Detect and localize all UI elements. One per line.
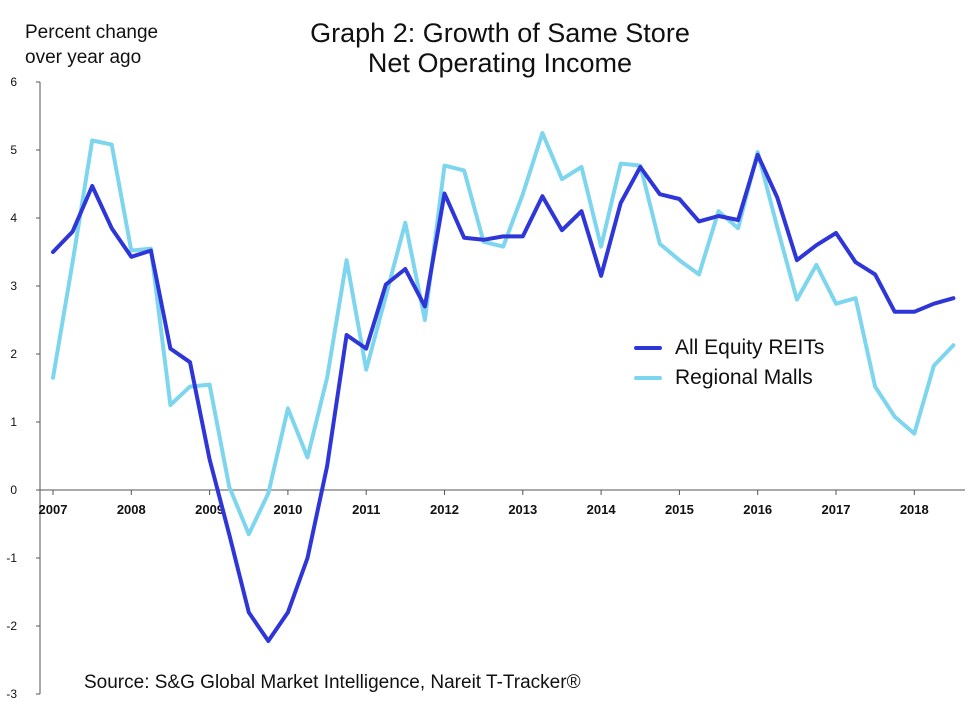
y-axis-label-line-2: over year ago (25, 47, 142, 68)
series-line-all-equity-reits (51, 152, 956, 643)
legend-swatch-all-equity-reits (634, 346, 662, 350)
x-axis: 2007 2008 2009 2010 2011 2012 2013 2014 2015 2016… (39, 489, 965, 517)
y-tick-label: 0 (10, 483, 17, 497)
y-tick-label: -1 (6, 551, 17, 565)
y-axis: 6 5 4 3 2 1 0 -1 -2 -3 (6, 75, 41, 701)
y-axis-label-line-1: Percent change (25, 22, 159, 43)
x-tick-label: 2018 (900, 502, 929, 517)
chart-title-line-2: Net Operating Income (367, 48, 633, 78)
y-tick-label: -2 (6, 619, 17, 633)
legend-item-regional-malls: Regional Malls (634, 363, 824, 393)
legend: All Equity REITs Regional Malls (634, 333, 824, 393)
x-tick-label: 2008 (117, 502, 146, 517)
y-tick-label: 4 (10, 211, 17, 225)
legend-swatch-regional-malls (634, 376, 662, 380)
x-tick-label: 2014 (587, 502, 617, 517)
y-tick-label: 5 (10, 143, 17, 157)
x-tick-label: 2010 (273, 502, 302, 517)
y-tick-label: -3 (6, 687, 17, 701)
y-tick-label: 6 (10, 75, 17, 89)
y-tick-label: 1 (10, 415, 17, 429)
x-tick-label: 2011 (352, 502, 380, 517)
x-tick-label: 2016 (743, 502, 772, 517)
x-tick-label: 2007 (39, 502, 68, 517)
series-lines (51, 131, 956, 643)
source-note: Source: S&G Global Market Intelligence, … (84, 672, 581, 693)
x-tick-label: 2012 (430, 502, 459, 517)
y-tick-label: 2 (10, 347, 17, 361)
x-tick-label: 2009 (195, 502, 224, 517)
legend-item-all-equity-reits: All Equity REITs (634, 333, 824, 363)
x-tick-label: 2017 (822, 502, 851, 517)
series-line-regional-malls (51, 131, 956, 537)
legend-label-regional-malls: Regional Malls (675, 366, 813, 389)
y-tick-label: 3 (10, 279, 17, 293)
legend-label-all-equity-reits: All Equity REITs (675, 336, 825, 359)
x-tick-label: 2013 (508, 502, 537, 517)
x-tick-label: 2015 (665, 502, 694, 517)
chart-title-line-1: Graph 2: Growth of Same Store (310, 18, 690, 48)
